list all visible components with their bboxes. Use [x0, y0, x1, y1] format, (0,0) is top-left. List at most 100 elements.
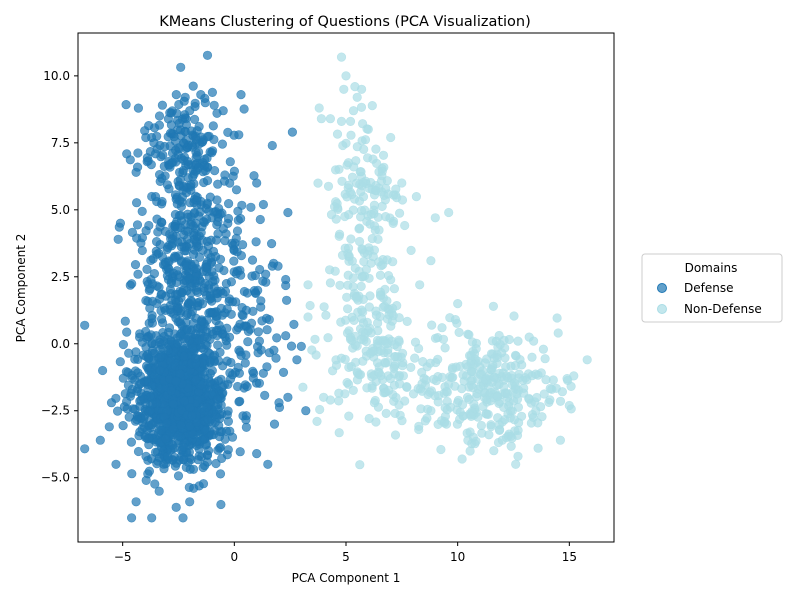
data-point [190, 114, 200, 124]
data-point [156, 352, 166, 362]
data-point [150, 192, 161, 202]
data-point [169, 253, 179, 263]
data-point [272, 333, 282, 343]
data-point [315, 404, 325, 415]
data-point [511, 459, 521, 469]
data-point [376, 290, 386, 300]
data-point [476, 420, 487, 431]
data-point [122, 149, 132, 159]
data-point [179, 152, 190, 162]
data-point [174, 303, 184, 314]
data-point [144, 220, 154, 231]
data-point [169, 309, 179, 319]
data-point [234, 345, 244, 355]
data-point [378, 150, 389, 160]
data-point [533, 443, 543, 453]
data-point [229, 256, 239, 266]
data-point [182, 310, 192, 321]
data-point [207, 296, 217, 306]
data-point [146, 255, 156, 266]
data-point [372, 358, 383, 368]
data-point [478, 401, 488, 412]
data-point [375, 312, 385, 322]
data-point [206, 252, 216, 263]
data-point [122, 327, 132, 337]
data-point [115, 218, 125, 228]
data-point [80, 444, 90, 454]
data-point [196, 343, 206, 353]
data-point [335, 280, 345, 290]
chart-title: KMeans Clustering of Questions (PCA Visu… [159, 14, 531, 30]
data-point [342, 378, 352, 388]
data-point [218, 329, 228, 339]
data-point [552, 313, 562, 323]
data-point [174, 99, 184, 110]
data-point [464, 330, 474, 340]
data-point [433, 397, 443, 407]
data-point [243, 326, 253, 337]
data-point [336, 353, 347, 363]
data-point [252, 178, 262, 188]
data-point [253, 327, 263, 337]
data-point [211, 458, 221, 469]
data-point [345, 187, 355, 197]
data-point [467, 366, 477, 376]
data-point [202, 50, 213, 60]
data-point [157, 100, 167, 110]
data-point [427, 320, 437, 330]
data-point [539, 389, 549, 399]
data-point [352, 375, 363, 385]
data-point [334, 396, 344, 406]
data-point [202, 214, 212, 224]
data-point [218, 388, 228, 398]
data-point [537, 412, 547, 422]
data-point [303, 280, 313, 290]
data-point [126, 437, 136, 447]
data-point [348, 385, 358, 396]
y-tick-label: −5.0 [41, 471, 70, 485]
data-point [175, 369, 185, 379]
data-point [332, 129, 343, 139]
data-point [484, 430, 494, 440]
data-point [382, 296, 392, 306]
data-point [132, 198, 142, 208]
data-point [323, 333, 333, 343]
data-point [180, 92, 190, 102]
data-point [332, 199, 342, 209]
data-point [504, 334, 514, 345]
data-point [433, 354, 443, 365]
data-point [395, 208, 405, 218]
data-point [377, 201, 387, 211]
data-point [154, 111, 165, 121]
data-point [238, 240, 248, 250]
data-point [526, 418, 537, 428]
data-point [389, 284, 400, 294]
data-point [182, 324, 192, 334]
data-point [118, 373, 128, 383]
data-point [334, 164, 344, 174]
data-point [388, 218, 398, 228]
data-point [155, 176, 165, 186]
data-point [166, 356, 176, 366]
data-point [124, 348, 134, 358]
data-point [426, 386, 437, 396]
data-point [497, 435, 507, 445]
data-point [358, 178, 368, 188]
x-tick-label: 10 [450, 550, 465, 564]
data-point [494, 379, 504, 389]
x-tick-label: 5 [342, 550, 350, 564]
data-point [437, 372, 447, 383]
data-point [369, 398, 380, 408]
data-point [118, 339, 128, 350]
data-point [197, 380, 207, 390]
data-point [147, 420, 157, 430]
data-point [448, 372, 458, 382]
data-point [196, 89, 206, 100]
data-point [319, 302, 329, 312]
data-point [418, 357, 428, 367]
data-point [513, 336, 523, 346]
data-point [189, 235, 199, 245]
data-point [249, 368, 259, 378]
data-point [167, 148, 178, 158]
data-point [564, 400, 574, 411]
